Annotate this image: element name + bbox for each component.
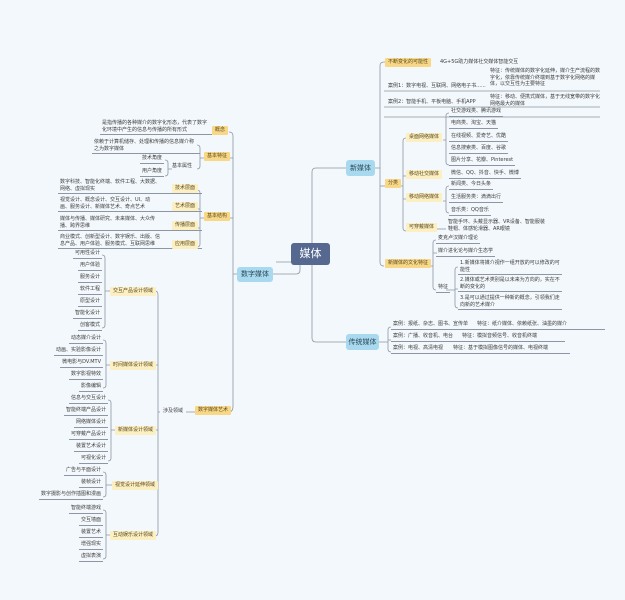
layer-description: 媒体与传播、媒体研究、未来媒体、大众传播、跨界思维 xyxy=(60,216,156,229)
culture-feature-label: 特征 xyxy=(436,284,451,293)
layer-text: 视觉设计、概念设计、交互设计、UI、动画、服务设计、新媒体艺术、奇点艺术 xyxy=(58,197,202,212)
node-culture[interactable]: 新媒体的文化特征 xyxy=(385,259,432,268)
node-new-media[interactable]: 新媒体 xyxy=(346,160,375,176)
case1-feature: 特征：传统媒体的数字化延伸，媒介生产流程的数字化，依靠传统媒介终端到基于数字化网… xyxy=(490,68,601,87)
field-item: 智能化设计 xyxy=(72,310,102,319)
node-layer-art[interactable]: 艺术层面 xyxy=(172,202,199,211)
culture-feature: 3.是可以通过提供一种新的概念，引领我们走向新的艺术媒介 xyxy=(458,295,562,310)
node-traditional-media[interactable]: 传统媒体 xyxy=(346,334,379,350)
mobile-network-item: 生活服务类：滴滴出行 xyxy=(449,194,504,203)
wearable-item: 智能手环、头戴显示器、VR设备、智能服装鞋帽、体感轮滑器、AR眼镜 xyxy=(448,219,545,232)
field-item: 动画、实验影像设计 xyxy=(53,347,103,356)
node-classification[interactable]: 分类 xyxy=(385,179,402,188)
traditional-feature: 特征：纸介媒体、依赖纸张、油墨的媒介 xyxy=(477,321,568,327)
node-mobile-social[interactable]: 移动社交媒体 xyxy=(406,170,443,179)
traditional-feature: 特征：模拟音频信号、收音机终端 xyxy=(462,333,538,339)
node-field[interactable]: 视觉设计延伸领域 xyxy=(112,481,159,490)
node-desktop-media[interactable]: 桌面网络媒体 xyxy=(406,133,443,142)
culture-item: 媒介进化论与媒介生态学 xyxy=(436,248,496,257)
field-item: 动态媒介设计 xyxy=(68,335,103,344)
field-item: 虚拟表演 xyxy=(78,553,103,562)
root-node[interactable]: 媒体 xyxy=(291,243,330,265)
basic-attr: 技术角度 xyxy=(140,155,165,164)
field-item: 广告与平面设计 xyxy=(63,467,103,476)
basic-attr-label: 基本属性 xyxy=(172,163,193,169)
node-concept[interactable]: 概念 xyxy=(212,126,229,135)
traditional-row: 案例：报纸、杂志、图书、宣传单 特征：纸介媒体、依赖纸张、油墨的媒介 xyxy=(391,321,605,330)
layer-text: 数字科技、智能化终端、软件工程、大数据、网络、虚拟现实 xyxy=(58,179,202,194)
field-item: 软件工程 xyxy=(77,286,102,295)
concept-text: 是指传播的各种媒介的数字化形态，代表了数字化环境中产生的信息与传播的所有形式 xyxy=(100,120,212,135)
node-mobile-network[interactable]: 移动网络媒体 xyxy=(406,193,443,202)
field-item: 原型设计 xyxy=(77,298,102,307)
culture-feature: 1.新媒体将媒介视作一组开放的可以修改的可能性 xyxy=(458,260,562,275)
traditional-case: 案例：广播、收音机、电台 xyxy=(393,333,454,339)
node-possibility[interactable]: 不断变化的可能性 xyxy=(385,58,432,67)
node-field[interactable]: 互动娱乐设计领域 xyxy=(110,531,157,540)
field-item: 装置艺术设计 xyxy=(73,443,108,452)
field-item: 网络媒体设计 xyxy=(73,419,108,428)
node-digital-media[interactable]: 数字媒体 xyxy=(237,267,273,282)
traditional-feature: 特征：基于模拟图像信号的媒体、电视终端 xyxy=(453,345,549,351)
layer-description: 数字科技、智能化终端、软件工程、大数据、网络、虚拟现实 xyxy=(60,179,161,192)
field-item: 数字摄影与创作插图和漫画 xyxy=(38,491,103,500)
mobile-social-item: 微信、QQ、抖音、快手、微博 xyxy=(449,170,521,179)
field-item: 服务设计 xyxy=(77,274,102,283)
possibility-item: 4G+5G助力媒体社交媒体智能交互 xyxy=(440,59,519,65)
layer-text: 商业模式、创新型设计、数字娱乐、出版、信息产品、用户体验、服务模式、互联网思维 xyxy=(58,234,202,249)
field-item: 信息与交互设计 xyxy=(68,395,108,404)
layer-description: 商业模式、创新型设计、数字娱乐、出版、信息产品、用户体验、服务模式、互联网思维 xyxy=(60,234,161,247)
node-layer-application[interactable]: 应用层面 xyxy=(172,240,199,249)
node-field[interactable]: 时间媒体设计领域 xyxy=(110,361,157,370)
scope-label: 涉及领域 xyxy=(163,408,184,414)
field-item: 装置艺术 xyxy=(78,529,103,538)
layer-text: 媒体与传播、媒体研究、未来媒体、大众传播、跨界思维 xyxy=(58,216,202,231)
case2-label: 案例2：智能手机、平板电脑、手机APP xyxy=(388,99,476,105)
layer-description: 视觉设计、概念设计、交互设计、UI、动画、服务设计、新媒体艺术、奇点艺术 xyxy=(60,197,151,210)
traditional-case: 案例：电视、高清电视 xyxy=(393,345,444,351)
field-item: 微电影与DV.MTV xyxy=(60,359,103,368)
field-item: 可用性设计 xyxy=(72,250,102,259)
node-layer-communication[interactable]: 传播层面 xyxy=(172,221,199,230)
case1-label: 案例1：数字电视、互联网、网络电子书...... xyxy=(388,83,486,89)
desktop-item: 电商类、淘宝、天猫 xyxy=(449,120,499,129)
field-item: 增强现实 xyxy=(78,541,103,550)
field-item: 智能终端游戏 xyxy=(68,505,103,514)
field-item: 创客模式 xyxy=(77,322,102,331)
field-item: 装帧设计 xyxy=(78,479,103,488)
field-item: 影像编辑 xyxy=(78,383,103,392)
node-basic-structure[interactable]: 基本结构 xyxy=(204,212,231,221)
field-item: 交互墙面 xyxy=(78,517,103,526)
mobile-network-item: 音乐类：QQ音乐 xyxy=(449,207,491,216)
field-item: 数字影视特效 xyxy=(68,371,103,380)
node-digital-media-art[interactable]: 数字媒体艺术 xyxy=(195,406,232,415)
desktop-item: 信息搜索类、百度、谷歌 xyxy=(449,145,509,154)
node-wearable[interactable]: 可穿戴媒体 xyxy=(406,223,438,232)
desktop-item: 在线视频、爱奇艺、优酷 xyxy=(449,133,509,142)
field-item: 可穿戴产品设计 xyxy=(68,431,108,440)
field-item: 用户体验 xyxy=(77,262,102,271)
node-field[interactable]: 新媒体设计领域 xyxy=(115,426,157,435)
traditional-case: 案例：报纸、杂志、图书、宣传单 xyxy=(393,321,469,327)
desktop-item: 图片分享、花瓣、Pinterest xyxy=(449,157,516,166)
field-item: 可视化设计 xyxy=(78,455,108,464)
desktop-item: 社交游戏类、腾讯游戏 xyxy=(449,108,504,117)
node-layer-tech[interactable]: 技术层面 xyxy=(172,184,199,193)
culture-item: 麦克卢汉媒介理论 xyxy=(436,235,481,244)
traditional-row: 案例：电视、高清电视 特征：基于模拟图像信号的媒体、电视终端 xyxy=(391,345,570,354)
case2-feature: 特征：移动、便携式媒体，基于无线宽带的数字化网络最大的媒体 xyxy=(490,94,601,107)
basic-attr: 用户角度 xyxy=(140,168,165,177)
node-field[interactable]: 交互产品设计领域 xyxy=(110,287,157,296)
basic-feature-text: 依赖于计算机储存、处理和传播的信息媒介称之为数字媒体 xyxy=(92,139,200,154)
culture-feature: 2.媒体或艺术类别是以未来为方向的，实在不断的变化的 xyxy=(458,277,562,292)
mobile-network-item: 新闻类、今日头条 xyxy=(449,181,494,190)
traditional-row: 案例：广播、收音机、电台 特征：模拟音频信号、收音机终端 xyxy=(391,333,565,342)
node-basic-feature[interactable]: 基本特征 xyxy=(204,152,231,161)
field-item: 智能终端产品设计 xyxy=(63,407,108,416)
